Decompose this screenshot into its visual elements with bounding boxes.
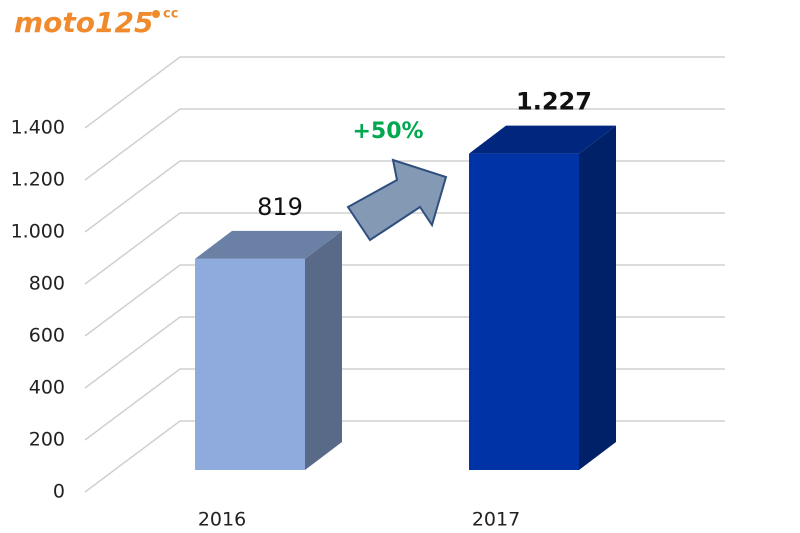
growth-arrow <box>346 158 448 242</box>
grid-line <box>84 316 725 389</box>
grid-line <box>84 212 725 285</box>
x-tick-label: 2016 <box>198 509 246 531</box>
annotation: +50% <box>352 119 423 144</box>
bar <box>195 258 305 470</box>
y-tick-label: 800 <box>29 273 65 295</box>
bar-top <box>469 125 616 154</box>
bar-side <box>579 125 616 470</box>
logo: moto125 <box>14 6 153 39</box>
y-tick-label: 200 <box>29 429 65 451</box>
value-label: 1.227 <box>516 88 592 116</box>
grid-line <box>84 264 725 337</box>
grid-line <box>84 56 725 129</box>
x-tick-label: 2017 <box>472 509 520 531</box>
y-tick-label: 600 <box>29 325 65 347</box>
grid-line <box>84 420 725 493</box>
y-tick-label: 1.000 <box>11 221 65 243</box>
value-label: 819 <box>257 193 303 221</box>
logo-suffix: cc <box>163 7 178 22</box>
logo-dot <box>152 10 160 18</box>
y-tick-label: 1.200 <box>11 169 65 191</box>
bar-side <box>305 230 342 470</box>
bar <box>469 153 579 470</box>
y-tick-label: 0 <box>53 481 65 503</box>
grid-line <box>84 368 725 441</box>
grid-line <box>84 108 725 181</box>
bar-top <box>195 230 342 259</box>
y-tick-label: 1.400 <box>11 117 65 139</box>
y-tick-label: 400 <box>29 377 65 399</box>
